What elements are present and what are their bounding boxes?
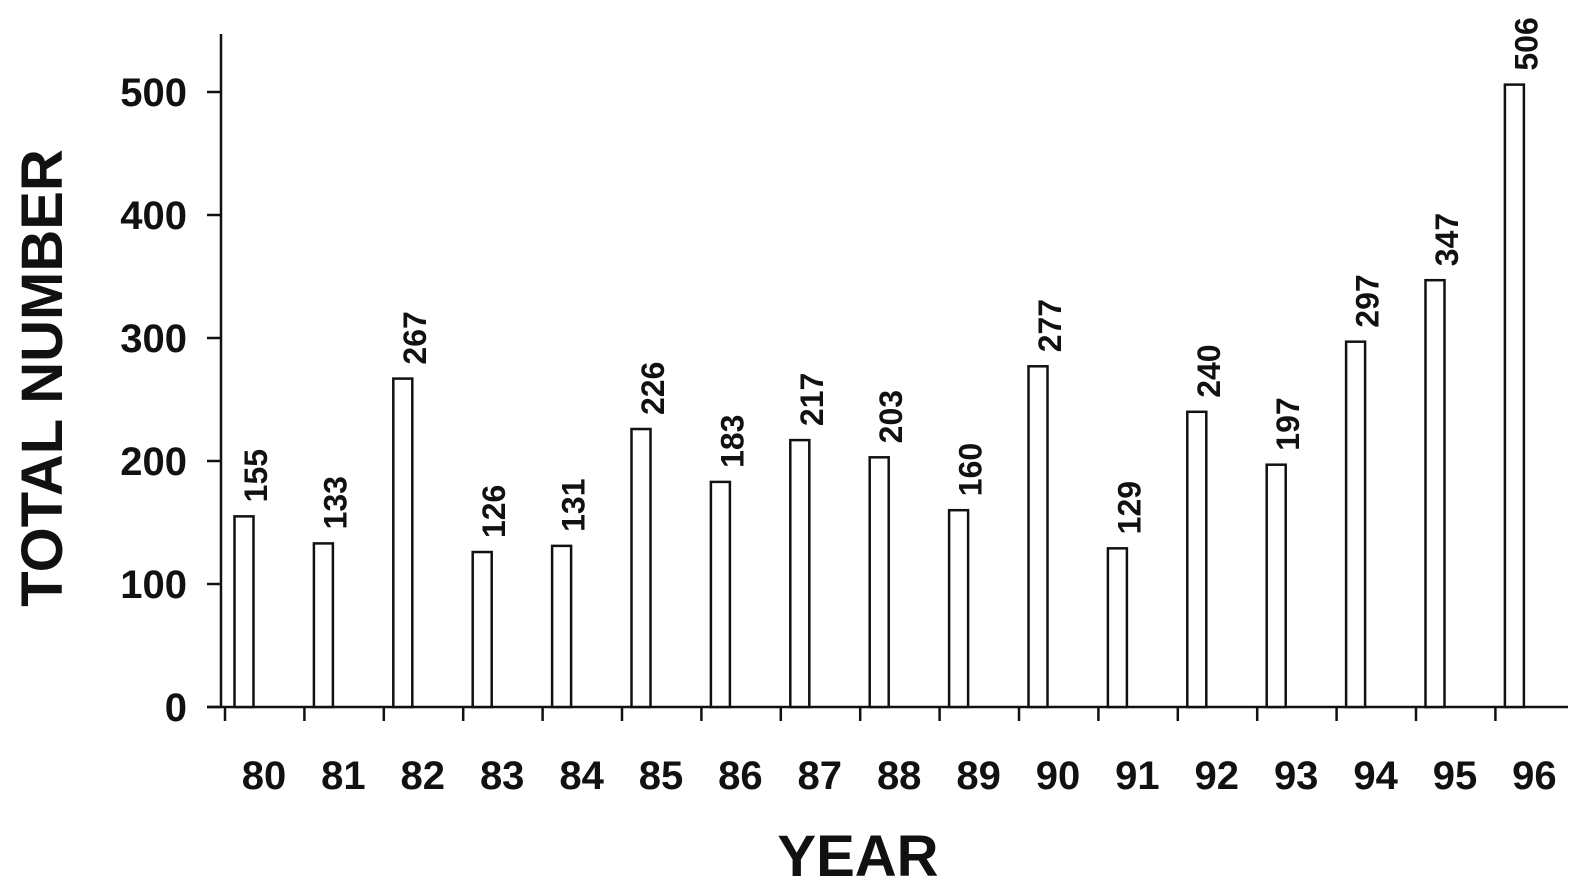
bar	[868, 456, 890, 709]
x-tick-label: 81	[321, 754, 366, 798]
y-axis-title: TOTAL NUMBER	[10, 149, 75, 607]
bar-value-label: 217	[794, 373, 830, 426]
data-labels: 155 133 267 126 131 226 183 217 203 160 277 129 240 1…	[238, 17, 1544, 538]
bar-value-label: 267	[397, 311, 433, 364]
x-axis-ticks: 80 81 82 83 84 85 86 87 88 89 90 91 92 93 94 95 96	[223, 707, 1557, 798]
bar	[550, 544, 573, 709]
y-axis-ticks: 0 100 200 300 400 500	[120, 71, 221, 730]
bar	[1424, 278, 1446, 709]
x-tick-label: 80	[242, 754, 287, 798]
x-tick-label: 88	[877, 754, 922, 798]
x-tick-label: 96	[1512, 754, 1557, 798]
bar-value-label: 155	[238, 449, 274, 502]
bar-value-label: 240	[1191, 344, 1227, 397]
bar-value-label: 129	[1111, 481, 1147, 534]
x-tick-label: 83	[480, 754, 525, 798]
x-tick-label: 92	[1195, 754, 1240, 798]
bar	[1503, 83, 1526, 709]
bar-value-label: 226	[635, 362, 671, 415]
bar-value-label: 297	[1350, 274, 1386, 327]
bar-value-label: 197	[1270, 397, 1306, 450]
bar	[1265, 463, 1287, 709]
bar-value-label: 203	[873, 390, 909, 443]
bar-value-label: 126	[476, 485, 512, 538]
bar-value-label: 183	[714, 415, 750, 468]
bar	[471, 550, 493, 709]
x-tick-label: 93	[1274, 754, 1319, 798]
bar	[1186, 410, 1208, 709]
x-tick-label: 82	[401, 754, 446, 798]
x-axis-title: YEAR	[777, 824, 938, 888]
y-tick-label: 500	[120, 71, 187, 115]
x-tick-label: 86	[718, 754, 763, 798]
bar	[1106, 547, 1129, 709]
bar	[709, 480, 732, 709]
y-tick-label: 0	[165, 686, 187, 730]
x-tick-label: 94	[1353, 754, 1398, 798]
bar-series	[233, 83, 1526, 709]
bar-value-label: 160	[953, 443, 989, 496]
y-tick-label: 400	[120, 194, 187, 238]
y-tick-label: 100	[120, 563, 187, 607]
x-tick-label: 89	[956, 754, 1001, 798]
y-tick-label: 200	[120, 440, 187, 484]
bar	[630, 427, 652, 709]
bar	[1344, 340, 1367, 709]
bar-value-label: 277	[1032, 299, 1068, 352]
bar	[233, 515, 255, 709]
y-tick-label: 300	[120, 317, 187, 361]
x-tick-label: 90	[1036, 754, 1081, 798]
bar-value-label: 133	[317, 476, 353, 529]
x-tick-label: 95	[1433, 754, 1478, 798]
bar-value-label: 347	[1429, 213, 1465, 266]
bar	[312, 542, 335, 709]
x-tick-label: 91	[1115, 754, 1160, 798]
bar-value-label: 506	[1508, 17, 1544, 70]
x-tick-label: 87	[798, 754, 843, 798]
x-tick-label: 85	[639, 754, 684, 798]
bar	[789, 438, 811, 709]
bar	[947, 508, 970, 709]
bar	[392, 377, 414, 709]
bar	[1027, 365, 1049, 709]
bar-value-label: 131	[556, 478, 592, 531]
plot-area: 0 100 200 300 400 500 80 81 82 83 84 85 86 87 88 89 90 9…	[120, 17, 1568, 798]
x-tick-label: 84	[559, 754, 604, 798]
